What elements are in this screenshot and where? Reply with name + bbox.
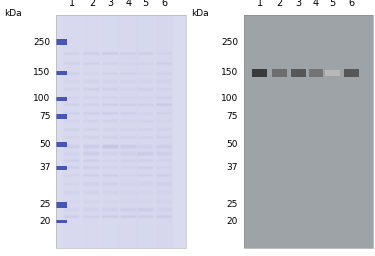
Text: 150: 150 [33, 68, 51, 78]
Bar [272, 69, 287, 77]
Text: 150: 150 [221, 68, 238, 78]
Text: 1: 1 [69, 0, 75, 8]
Text: 4: 4 [313, 0, 319, 8]
Bar [56, 71, 67, 75]
Text: 3: 3 [295, 0, 301, 8]
Text: 6: 6 [348, 0, 355, 8]
Text: 20: 20 [227, 217, 238, 226]
Text: 25: 25 [39, 200, 51, 209]
Bar [344, 69, 359, 77]
Text: kDa: kDa [4, 9, 21, 18]
Bar [252, 69, 267, 77]
Bar [309, 69, 323, 77]
Text: 75: 75 [39, 112, 51, 121]
Text: 25: 25 [227, 200, 238, 209]
Text: 250: 250 [33, 38, 51, 47]
Text: 3: 3 [108, 0, 114, 8]
Bar [56, 202, 67, 208]
Text: 20: 20 [39, 217, 51, 226]
Text: kDa: kDa [191, 9, 209, 18]
Bar [244, 15, 373, 248]
Bar [56, 15, 186, 248]
Text: 2: 2 [276, 0, 282, 8]
Bar [291, 69, 306, 77]
Text: 2: 2 [89, 0, 95, 8]
Bar [56, 142, 67, 147]
Text: 37: 37 [39, 163, 51, 172]
Text: 1: 1 [256, 0, 263, 8]
Bar [56, 219, 67, 223]
Bar [56, 166, 67, 170]
Bar [56, 97, 67, 101]
Text: 4: 4 [125, 0, 132, 8]
Bar [56, 39, 67, 45]
Text: 250: 250 [221, 38, 238, 47]
Text: 6: 6 [161, 0, 167, 8]
Text: 37: 37 [226, 163, 238, 172]
Text: 50: 50 [226, 140, 238, 149]
Text: 75: 75 [226, 112, 238, 121]
Text: 50: 50 [39, 140, 51, 149]
Text: 100: 100 [221, 94, 238, 103]
Bar [56, 114, 67, 119]
Text: 100: 100 [33, 94, 51, 103]
Bar [326, 70, 340, 76]
Text: 5: 5 [142, 0, 148, 8]
Bar [244, 15, 373, 248]
Text: 5: 5 [330, 0, 336, 8]
